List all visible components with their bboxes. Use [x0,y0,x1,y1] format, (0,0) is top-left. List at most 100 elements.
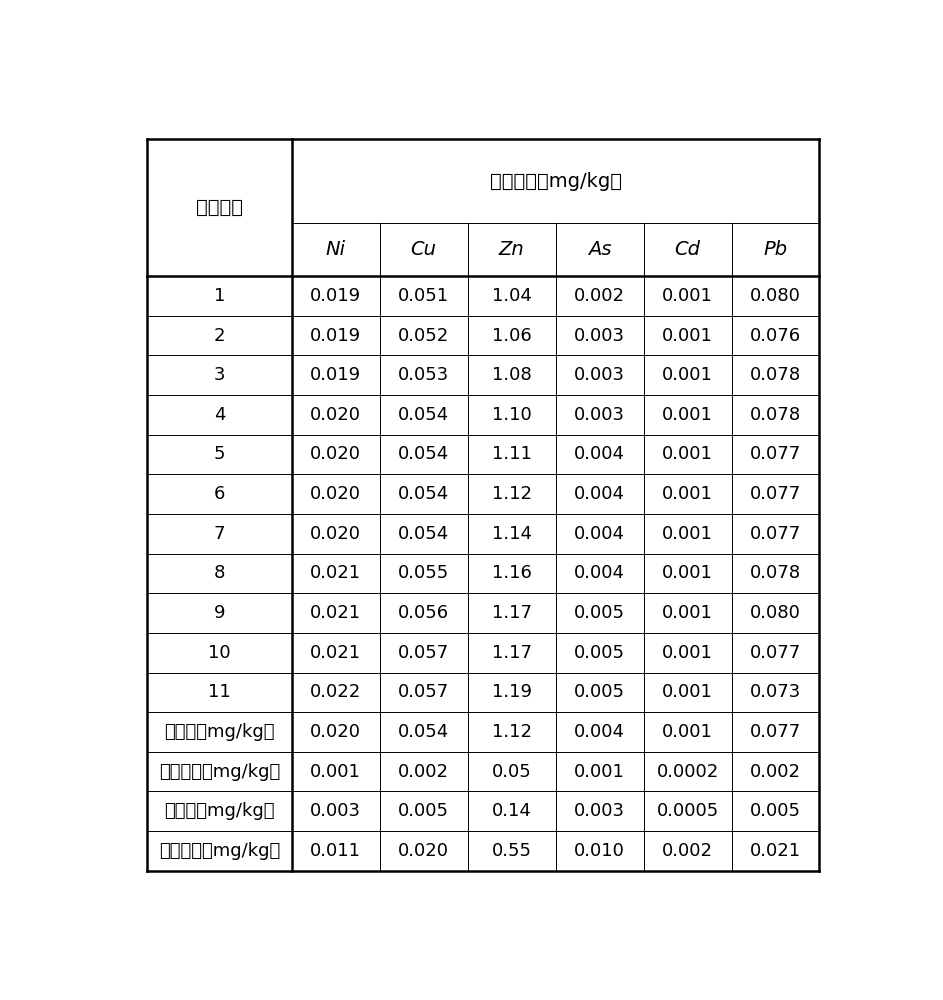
Text: Ni: Ni [325,240,346,259]
Text: 7: 7 [214,525,225,543]
Text: 1.19: 1.19 [491,683,532,701]
Text: 测定次数: 测定次数 [196,198,243,217]
Text: 0.002: 0.002 [398,763,449,781]
Text: 0.001: 0.001 [662,683,713,701]
Text: 0.002: 0.002 [662,842,713,860]
Text: 1.12: 1.12 [491,485,532,503]
Text: 1.04: 1.04 [491,287,532,305]
Text: 0.001: 0.001 [662,485,713,503]
Text: Cd: Cd [674,240,701,259]
Text: 0.057: 0.057 [398,644,449,662]
Text: 0.052: 0.052 [398,327,449,345]
Text: 0.022: 0.022 [310,683,361,701]
Text: 0.020: 0.020 [310,525,361,543]
Text: 0.001: 0.001 [662,525,713,543]
Text: 0.001: 0.001 [662,366,713,384]
Text: 0.057: 0.057 [398,683,449,701]
Text: 0.001: 0.001 [662,604,713,622]
Text: 0.011: 0.011 [310,842,361,860]
Text: Zn: Zn [499,240,524,259]
Text: 11: 11 [208,683,231,701]
Text: 测定下限（mg/kg）: 测定下限（mg/kg） [158,842,280,860]
Text: 2: 2 [214,327,225,345]
Text: 0.053: 0.053 [398,366,449,384]
Text: 0.004: 0.004 [574,525,625,543]
Text: 0.001: 0.001 [574,763,625,781]
Text: 0.077: 0.077 [750,644,802,662]
Text: 0.004: 0.004 [574,485,625,503]
Text: 0.001: 0.001 [662,723,713,741]
Text: 0.005: 0.005 [750,802,801,820]
Text: 0.001: 0.001 [662,644,713,662]
Text: 0.080: 0.080 [750,604,801,622]
Text: 0.004: 0.004 [574,445,625,463]
Text: 0.001: 0.001 [662,564,713,582]
Text: 0.001: 0.001 [310,763,361,781]
Text: Pb: Pb [764,240,787,259]
Text: 0.0002: 0.0002 [656,763,719,781]
Text: 0.077: 0.077 [750,445,802,463]
Text: Cu: Cu [410,240,437,259]
Text: 0.020: 0.020 [310,445,361,463]
Text: 0.020: 0.020 [310,406,361,424]
Text: 0.003: 0.003 [310,802,361,820]
Text: 0.078: 0.078 [750,406,801,424]
Text: 0.020: 0.020 [310,485,361,503]
Text: 0.054: 0.054 [398,485,449,503]
Text: 检出限（mg/kg）: 检出限（mg/kg） [164,802,274,820]
Text: 0.020: 0.020 [310,723,361,741]
Text: 1.17: 1.17 [491,604,532,622]
Text: 0.073: 0.073 [750,683,802,701]
Text: 0.55: 0.55 [491,842,532,860]
Text: 测定结果（mg/kg）: 测定结果（mg/kg） [489,172,621,191]
Text: 0.056: 0.056 [398,604,449,622]
Text: 9: 9 [214,604,225,622]
Text: 10: 10 [208,644,231,662]
Text: 5: 5 [214,445,225,463]
Text: 0.021: 0.021 [750,842,801,860]
Text: 4: 4 [214,406,225,424]
Text: 1.14: 1.14 [491,525,532,543]
Text: 0.002: 0.002 [750,763,801,781]
Text: 1.11: 1.11 [491,445,532,463]
Text: 0.004: 0.004 [574,564,625,582]
Text: 0.078: 0.078 [750,564,801,582]
Text: 0.0005: 0.0005 [656,802,719,820]
Text: 0.004: 0.004 [574,723,625,741]
Text: 0.003: 0.003 [574,406,625,424]
Text: 1.17: 1.17 [491,644,532,662]
Text: 0.05: 0.05 [491,763,532,781]
Text: 0.001: 0.001 [662,287,713,305]
Text: 0.001: 0.001 [662,445,713,463]
Text: 0.021: 0.021 [310,644,361,662]
Text: 0.020: 0.020 [398,842,449,860]
Text: 0.077: 0.077 [750,525,802,543]
Text: 0.019: 0.019 [310,327,361,345]
Text: 1.08: 1.08 [491,366,532,384]
Text: 0.054: 0.054 [398,723,449,741]
Text: 0.054: 0.054 [398,525,449,543]
Text: 标准偏差（mg/kg）: 标准偏差（mg/kg） [158,763,280,781]
Text: 0.054: 0.054 [398,445,449,463]
Text: 0.019: 0.019 [310,366,361,384]
Text: 1.12: 1.12 [491,723,532,741]
Text: 0.005: 0.005 [398,802,449,820]
Text: 3: 3 [214,366,225,384]
Text: 0.054: 0.054 [398,406,449,424]
Text: 0.005: 0.005 [574,644,625,662]
Text: 0.078: 0.078 [750,366,801,384]
Text: 1: 1 [214,287,225,305]
Text: 平均值（mg/kg）: 平均值（mg/kg） [164,723,274,741]
Text: 6: 6 [214,485,225,503]
Text: 0.055: 0.055 [398,564,449,582]
Text: 0.005: 0.005 [574,683,625,701]
Text: 0.021: 0.021 [310,604,361,622]
Text: 0.010: 0.010 [574,842,625,860]
Text: 1.06: 1.06 [491,327,532,345]
Text: 0.021: 0.021 [310,564,361,582]
Text: 0.003: 0.003 [574,366,625,384]
Text: 0.005: 0.005 [574,604,625,622]
Text: 0.002: 0.002 [574,287,625,305]
Text: 0.080: 0.080 [750,287,801,305]
Text: 0.001: 0.001 [662,327,713,345]
